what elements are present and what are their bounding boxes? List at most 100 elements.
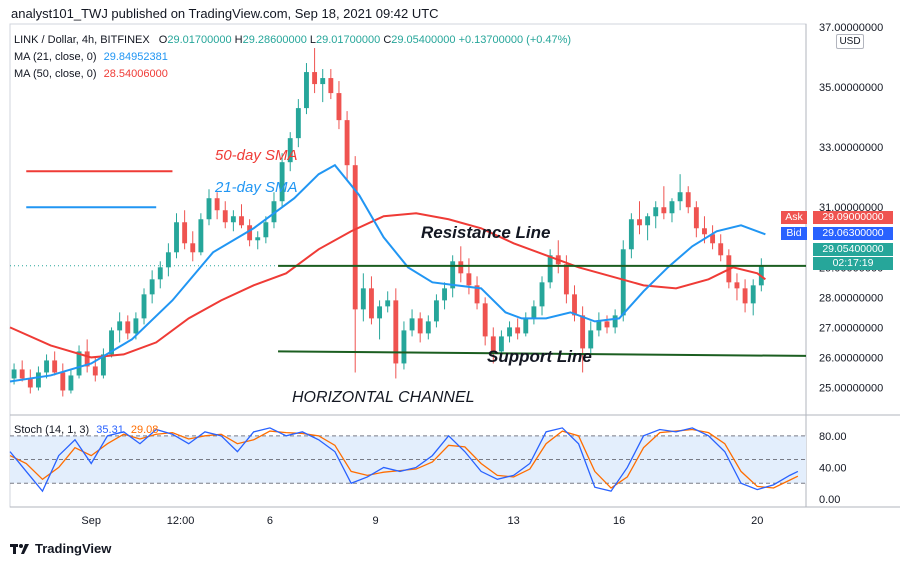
annotation-resistance: Resistance Line — [421, 223, 550, 242]
stoch-band — [10, 435, 806, 484]
time-tick-label-0: Sep — [81, 515, 101, 527]
candle-body-58 — [482, 303, 488, 337]
ma21-legend[interactable]: MA (21, close, 0) 29.84952381 — [14, 51, 168, 63]
ma21-value: 29.84952381 — [103, 51, 168, 63]
candle-body-62 — [515, 327, 521, 334]
last-price-value: 29.05400000 — [813, 243, 893, 256]
ohlc-low-value: 29.01700000 — [316, 34, 381, 46]
footer-brand[interactable]: TradingView — [10, 541, 111, 556]
candle-body-87 — [718, 243, 724, 256]
candle-body-32 — [271, 201, 277, 223]
bid-value: 29.06300000 — [813, 227, 893, 240]
support-line — [278, 350, 807, 357]
candle-body-36 — [304, 72, 309, 109]
stoch-k-line — [9, 427, 799, 493]
candle-body-61 — [507, 327, 512, 337]
candle-body-15 — [133, 318, 139, 334]
ohlc-close-key: C — [383, 34, 392, 46]
ohlc-low-key: L — [309, 34, 317, 46]
candle-body-38 — [320, 78, 326, 85]
candle-body-64 — [531, 306, 537, 319]
ohlc-high-key: H — [234, 34, 243, 46]
candle-body-31 — [263, 222, 269, 238]
symbol-name[interactable]: LINK / Dollar, 4h, BITFINEX — [14, 34, 150, 46]
ask-label: Ask — [781, 211, 807, 224]
candle-body-80 — [661, 207, 667, 214]
candle-body-50 — [417, 318, 423, 334]
candle-body-12 — [109, 330, 114, 355]
time-tick-label-6: 20 — [751, 515, 763, 527]
candle-body-73 — [604, 321, 610, 328]
time-tick-label-5: 16 — [613, 515, 625, 527]
price-tick-label-3: 28.00000000 — [819, 292, 883, 304]
annotation-support: Support Line — [487, 347, 592, 366]
candle-body-74 — [612, 315, 618, 328]
currency-button[interactable]: USD — [836, 34, 864, 49]
candle-body-83 — [685, 192, 691, 208]
candle-body-91 — [750, 285, 756, 304]
candle-body-70 — [580, 315, 586, 349]
price-tick-label-2: 27.00000000 — [819, 322, 883, 334]
ohlc-open-value: 29.01700000 — [167, 34, 232, 46]
candle-body-90 — [742, 288, 748, 304]
candle-body-21 — [182, 222, 188, 244]
tradingview-logo-icon — [10, 543, 29, 554]
ma50-line — [9, 212, 766, 359]
candle-body-3 — [35, 372, 41, 388]
price-tick-label-1: 26.00000000 — [819, 352, 883, 364]
bid-tag: Bid 29.06300000 — [781, 227, 893, 240]
candle-body-75 — [620, 249, 626, 316]
candle-body-4 — [44, 360, 49, 373]
candle-body-9 — [84, 351, 90, 367]
candle-body-59 — [490, 336, 496, 352]
candle-body-2 — [27, 378, 33, 388]
candle-body-10 — [92, 366, 98, 376]
candle-body-44 — [369, 288, 374, 319]
candle-body-29 — [247, 225, 253, 241]
candle-body-16 — [141, 294, 147, 319]
candle-body-49 — [409, 318, 415, 331]
ma21-line — [9, 163, 766, 383]
candle-body-65 — [539, 282, 545, 307]
ohlc-high-value: 29.28600000 — [242, 34, 307, 46]
candle-body-86 — [710, 234, 716, 244]
candle-body-57 — [474, 285, 480, 304]
candle-body-41 — [344, 120, 350, 166]
ohlc-change: +0.13700000 (+0.47%) — [458, 34, 572, 46]
candle-body-8 — [76, 351, 82, 376]
candle-body-56 — [466, 273, 472, 286]
candle-body-60 — [498, 336, 504, 352]
candle-body-54 — [450, 261, 456, 289]
brand-name: TradingView — [35, 541, 112, 556]
stoch-tick-label-2: 0.00 — [819, 494, 840, 506]
price-tick-label-8: 37.00000000 — [819, 22, 883, 34]
candle-body-63 — [523, 318, 529, 334]
candle-body-6 — [60, 372, 66, 391]
candle-body-26 — [222, 210, 228, 223]
candle-body-22 — [190, 243, 196, 253]
candle-body-78 — [645, 216, 651, 226]
candle-body-34 — [287, 138, 293, 163]
candle-body-0 — [11, 369, 17, 379]
stoch-label: Stoch (14, 1, 3) — [14, 424, 90, 436]
ask-tag: Ask 29.09000000 — [781, 211, 893, 224]
stoch-tick-label-1: 40.00 — [819, 462, 847, 474]
candle-body-7 — [68, 375, 74, 391]
stoch-legend[interactable]: Stoch (14, 1, 3) 35.31 29.08 — [14, 424, 158, 436]
candle-body-40 — [336, 93, 342, 121]
symbol-legend[interactable]: LINK / Dollar, 4h, BITFINEX O29.01700000… — [14, 34, 571, 46]
candle-body-82 — [677, 192, 683, 202]
candle-body-43 — [360, 288, 366, 310]
candle-body-33 — [279, 162, 285, 202]
candle-body-77 — [637, 219, 642, 226]
ohlc-close-value: 29.05400000 — [391, 34, 456, 46]
candle-body-1 — [19, 369, 25, 379]
candle-body-14 — [125, 321, 131, 334]
time-tick-label-4: 13 — [507, 515, 519, 527]
publisher-text: analyst101_TWJ published on TradingView.… — [11, 6, 439, 21]
candle-body-19 — [165, 252, 171, 268]
publisher-header: analyst101_TWJ published on TradingView.… — [11, 6, 439, 21]
candle-body-24 — [206, 198, 212, 220]
ma50-legend[interactable]: MA (50, close, 0) 28.54006000 — [14, 68, 168, 80]
